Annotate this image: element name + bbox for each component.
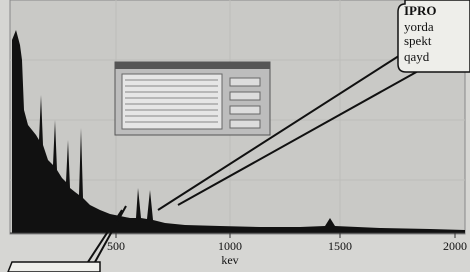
x-tick-label: 1500 [328,239,352,253]
callout-box [8,262,100,272]
x-tick-label: 2000 [443,239,467,253]
callout-line: IPRO [404,3,437,18]
callout-line: qayd [404,49,430,64]
inset-window [115,62,270,135]
page: 500 1000 1500 2000 kev IPRO yorda spekt … [0,0,470,272]
scan: 500 1000 1500 2000 kev IPRO yorda spekt … [0,0,470,272]
x-tick-label: 1000 [218,239,242,253]
x-axis-label: kev [221,253,238,267]
x-tick-label: 500 [107,239,125,253]
callout-line: spekt [404,33,432,48]
callout-line: yorda [404,19,434,34]
